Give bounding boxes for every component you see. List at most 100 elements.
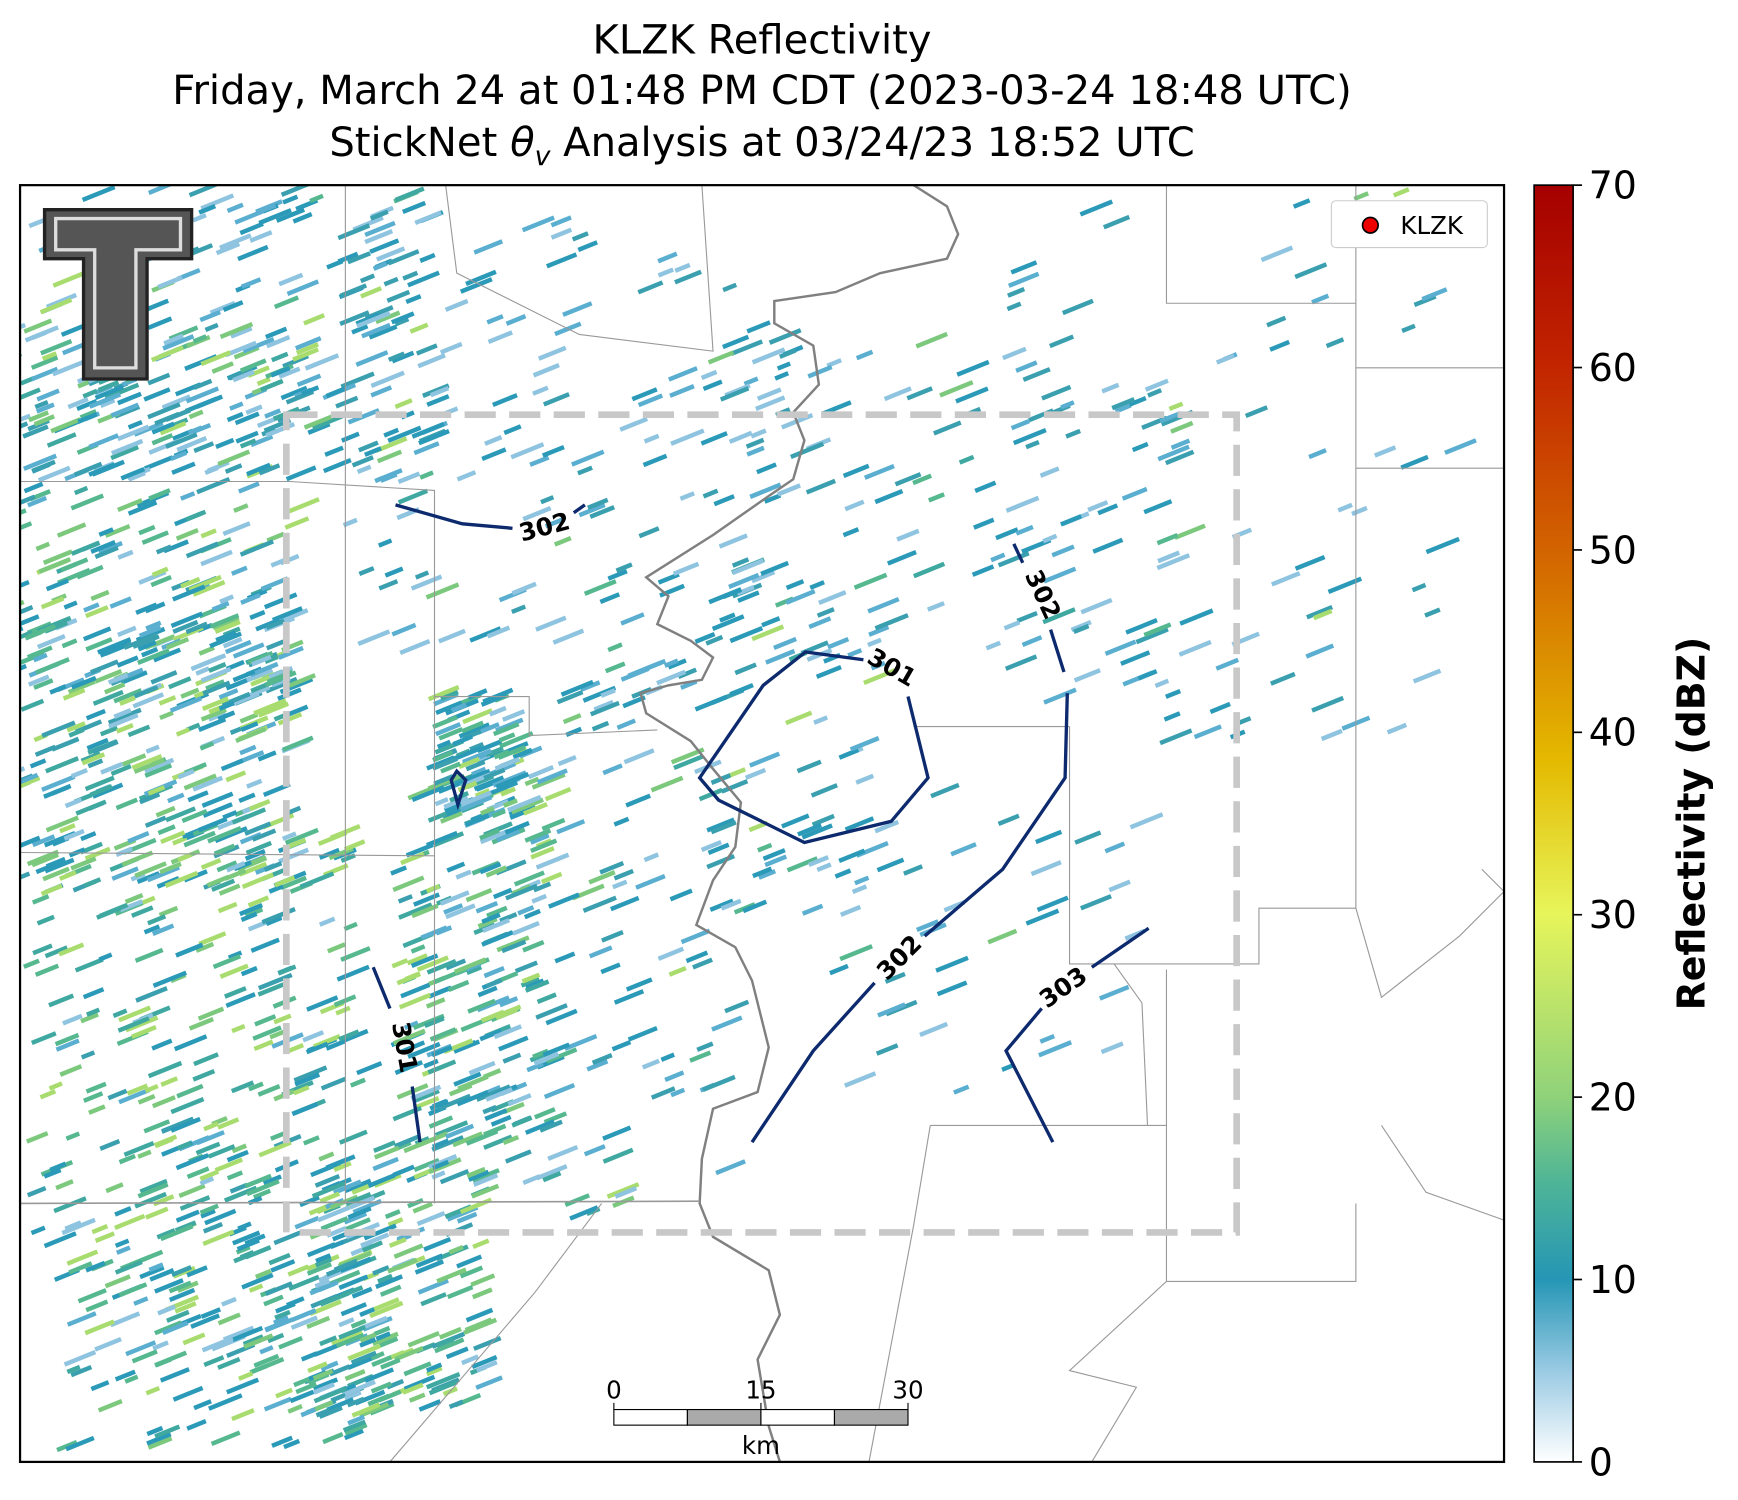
echo	[432, 750, 454, 763]
echo	[591, 1052, 613, 1065]
echo	[375, 1331, 391, 1342]
echo	[253, 1039, 274, 1052]
echo	[1168, 401, 1184, 412]
echo	[486, 314, 504, 325]
echo	[724, 999, 750, 1014]
echo	[104, 682, 126, 695]
echo	[544, 787, 572, 802]
echo	[115, 797, 138, 811]
echo	[533, 881, 552, 893]
echo	[927, 492, 945, 503]
echo	[854, 875, 870, 886]
echo	[844, 499, 865, 512]
echo	[180, 491, 196, 501]
echo	[173, 1034, 208, 1052]
echo	[209, 631, 242, 649]
echo	[343, 921, 358, 932]
title: KLZK Reflectivity	[593, 18, 932, 64]
echo	[1444, 438, 1477, 455]
echo	[41, 774, 76, 792]
echo	[257, 701, 290, 718]
echo	[511, 581, 537, 596]
echo	[410, 1084, 442, 1101]
echo	[731, 558, 765, 576]
echo	[543, 1082, 576, 1100]
echo	[472, 1168, 500, 1183]
echo	[117, 498, 143, 513]
echo	[65, 1131, 81, 1141]
echo	[1092, 537, 1124, 554]
echo	[224, 340, 258, 358]
echo	[458, 722, 491, 739]
echo	[563, 1033, 598, 1051]
echo	[296, 373, 322, 387]
echo	[184, 509, 207, 522]
echo	[70, 493, 104, 511]
title-text: StickNet	[329, 120, 510, 166]
echo	[571, 449, 605, 467]
echo	[1270, 671, 1296, 686]
echo	[161, 1320, 189, 1335]
echo	[160, 830, 186, 844]
echo	[1135, 627, 1169, 645]
echo	[66, 1311, 97, 1327]
echo	[669, 384, 695, 398]
echo	[258, 1140, 292, 1158]
echo	[742, 899, 768, 914]
echo	[42, 549, 73, 565]
echo	[33, 678, 54, 690]
echo	[1294, 554, 1326, 571]
echo	[1120, 650, 1151, 666]
echo	[403, 1361, 432, 1377]
echo	[305, 1041, 329, 1055]
echo	[479, 1028, 503, 1042]
echo	[842, 463, 870, 478]
echo	[83, 626, 112, 642]
echo	[20, 494, 36, 510]
echo	[372, 1156, 399, 1172]
echo	[273, 1229, 305, 1246]
echo	[443, 903, 464, 915]
echo	[90, 659, 119, 675]
echo	[373, 1140, 396, 1153]
echo	[613, 868, 634, 881]
echo	[1327, 576, 1363, 594]
echo	[265, 618, 286, 630]
echo	[149, 1268, 175, 1282]
echo	[728, 572, 760, 590]
echo	[1193, 724, 1222, 740]
echo	[447, 979, 470, 992]
echo	[62, 1013, 83, 1026]
echo	[186, 1419, 207, 1431]
echo	[720, 898, 742, 911]
echo	[995, 527, 1019, 541]
echo	[219, 321, 254, 339]
echo	[31, 834, 56, 848]
echo	[672, 561, 700, 576]
echo	[765, 648, 796, 665]
echo	[118, 1087, 151, 1105]
echo	[374, 468, 403, 484]
echo	[813, 715, 829, 725]
echo	[80, 1050, 96, 1060]
echo	[344, 1369, 366, 1381]
echo	[256, 203, 277, 215]
echo	[267, 1332, 285, 1344]
echo	[614, 1186, 638, 1199]
echo	[746, 445, 765, 457]
echo	[268, 884, 284, 894]
echo	[37, 465, 71, 483]
echo	[125, 1015, 159, 1033]
echo	[370, 385, 393, 398]
echo	[115, 723, 134, 734]
echo	[20, 376, 35, 386]
echo	[903, 864, 923, 876]
echo	[444, 1123, 475, 1140]
echo	[801, 823, 833, 840]
echo	[133, 1296, 149, 1306]
echo	[41, 351, 58, 361]
echo	[215, 630, 237, 643]
echo	[1015, 360, 1038, 373]
echo	[137, 640, 157, 652]
